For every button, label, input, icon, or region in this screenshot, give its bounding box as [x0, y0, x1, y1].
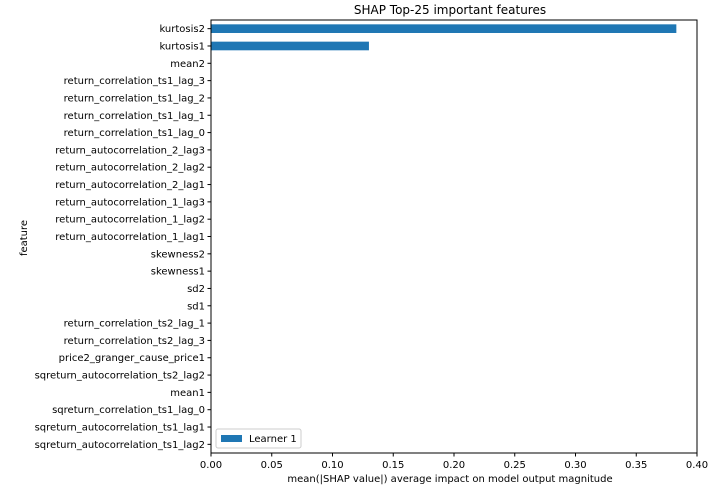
y-tick-label: return_autocorrelation_1_lag3	[55, 197, 205, 208]
x-tick-label: 0.00	[200, 460, 222, 471]
y-tick-label: return_autocorrelation_1_lag1	[55, 232, 205, 243]
y-tick-label: sqreturn_autocorrelation_ts1_lag2	[35, 440, 205, 451]
bar-kurtosis1	[211, 41, 369, 51]
x-tick-label: 0.35	[625, 460, 647, 471]
x-tick-label: 0.05	[261, 460, 283, 471]
legend-label: Learner 1	[249, 434, 297, 445]
y-tick-label: mean2	[170, 59, 205, 70]
x-tick-label: 0.30	[564, 460, 586, 471]
y-tick-label: return_correlation_ts1_lag_1	[64, 111, 205, 122]
x-axis-label: mean(|SHAP value|) average impact on mod…	[287, 474, 612, 485]
y-tick-label: return_correlation_ts2_lag_3	[64, 336, 205, 347]
y-tick-label: kurtosis1	[159, 41, 205, 52]
y-tick-label: price2_granger_cause_price1	[59, 353, 205, 364]
y-tick-label: return_correlation_ts1_lag_0	[64, 128, 205, 139]
y-tick-label: return_autocorrelation_1_lag2	[55, 215, 205, 226]
chart-title: SHAP Top-25 important features	[354, 3, 546, 17]
x-tick-label: 0.40	[686, 460, 708, 471]
plot-frame	[210, 19, 698, 454]
y-tick-label: skewness2	[151, 249, 205, 260]
x-tick-label: 0.25	[504, 460, 526, 471]
y-axis-ticks: kurtosis2 kurtosis1 mean2 return_correlatio…	[35, 24, 211, 451]
y-tick-label: sd1	[187, 301, 205, 312]
x-tick-label: 0.10	[321, 460, 343, 471]
y-tick-label: sqreturn_correlation_ts1_lag_0	[52, 405, 205, 416]
y-tick-label: sd2	[187, 284, 205, 295]
bars-group	[211, 24, 677, 51]
y-tick-label: return_correlation_ts1_lag_3	[64, 76, 205, 87]
y-tick-label: kurtosis2	[159, 24, 205, 35]
y-tick-label: return_correlation_ts1_lag_2	[64, 93, 205, 104]
x-axis-ticks: 0.00 0.05 0.10 0.15 0.20 0.25 0.30 0.35 0.40	[200, 453, 708, 471]
legend: Learner 1	[215, 428, 302, 449]
legend-swatch	[221, 435, 242, 442]
x-tick-label: 0.15	[382, 460, 404, 471]
y-tick-label: sqreturn_autocorrelation_ts1_lag1	[35, 423, 205, 434]
y-tick-label: mean1	[170, 388, 205, 399]
y-tick-label: return_autocorrelation_2_lag1	[55, 180, 205, 191]
bar-kurtosis2	[211, 24, 677, 33]
legend-box	[215, 428, 302, 449]
y-tick-label: return_correlation_ts2_lag_1	[64, 319, 205, 330]
y-axis-label: feature	[19, 220, 30, 256]
x-tick-label: 0.20	[443, 460, 465, 471]
y-tick-label: return_autocorrelation_2_lag2	[55, 163, 205, 174]
y-tick-label: return_autocorrelation_2_lag3	[55, 145, 205, 156]
y-tick-label: skewness1	[151, 267, 205, 278]
y-tick-label: sqreturn_autocorrelation_ts2_lag2	[35, 371, 205, 382]
